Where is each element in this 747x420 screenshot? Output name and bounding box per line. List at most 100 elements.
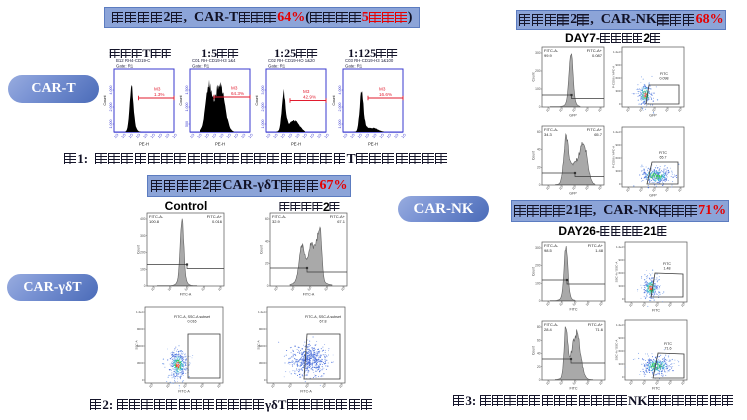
svg-text:104: 104 <box>321 382 328 389</box>
svg-text:FITC: FITC <box>660 72 668 76</box>
svg-text:103: 103 <box>651 106 658 113</box>
svg-text:101: 101 <box>628 379 635 386</box>
svg-text:102: 102 <box>558 184 565 191</box>
svg-text:300: 300 <box>618 362 623 366</box>
svg-text:M3: M3 <box>154 87 161 92</box>
svg-text:Count: Count <box>255 94 259 105</box>
svg-text:1O: 1O <box>204 133 210 139</box>
svg-text:34.3: 34.3 <box>544 132 553 137</box>
svg-text:101: 101 <box>628 301 635 308</box>
svg-text:P-CD56 / APC-A: P-CD56 / APC-A <box>612 146 616 168</box>
svg-text:300: 300 <box>618 284 623 288</box>
svg-text:C01 RH-CD19-H3 1&4: C01 RH-CD19-H3 1&4 <box>192 58 236 63</box>
svg-text:FITC-A+: FITC-A+ <box>588 322 604 327</box>
svg-text:42.9%: 42.9% <box>303 94 316 99</box>
svg-text:1O: 1O <box>364 133 370 139</box>
svg-text:M3: M3 <box>303 89 310 94</box>
svg-text:1.2e3: 1.2e3 <box>613 50 621 54</box>
svg-text:1O: 1O <box>248 133 254 139</box>
svg-text:P-CD56 / APC-A: P-CD56 / APC-A <box>612 66 616 88</box>
svg-text:FITC-A-: FITC-A- <box>544 322 559 327</box>
svg-text:900: 900 <box>618 336 623 340</box>
svg-text:4,000: 4,000 <box>109 86 113 95</box>
svg-text:102: 102 <box>638 186 645 193</box>
svg-text:FITC-A-: FITC-A- <box>544 48 559 53</box>
svg-text:104: 104 <box>667 379 674 386</box>
svg-text:3,000: 3,000 <box>261 86 265 95</box>
svg-text:1O: 1O <box>265 133 271 139</box>
svg-text:100: 100 <box>140 267 146 271</box>
svg-text:1,000: 1,000 <box>338 120 342 129</box>
svg-text:64.3%: 64.3% <box>231 91 244 96</box>
svg-text:M3: M3 <box>379 87 386 92</box>
svg-text:FITC: FITC <box>652 309 660 313</box>
svg-text:SSC-A / SSC-A: SSC-A / SSC-A <box>615 340 619 361</box>
svg-text:100.8: 100.8 <box>149 219 160 224</box>
svg-text:1O: 1O <box>357 133 363 139</box>
svg-text:71.6: 71.6 <box>665 347 672 351</box>
svg-text:C02 RH-CD19-HO 1&20: C02 RH-CD19-HO 1&20 <box>268 58 315 63</box>
svg-text:103: 103 <box>184 285 191 292</box>
svg-text:67.8: 67.8 <box>320 320 327 324</box>
svg-text:1.48: 1.48 <box>595 248 604 253</box>
svg-text:FITC-A: FITC-A <box>300 390 312 394</box>
svg-text:105: 105 <box>340 285 347 292</box>
svg-text:0: 0 <box>539 299 541 303</box>
svg-text:100: 100 <box>535 87 541 91</box>
svg-text:SSC-A: SSC-A <box>257 340 261 349</box>
svg-text:0.016: 0.016 <box>212 219 223 224</box>
svg-text:GFP: GFP <box>569 192 577 196</box>
svg-text:1O: 1O <box>350 133 356 139</box>
svg-text:1O: 1O <box>342 133 348 139</box>
svg-text:1,000: 1,000 <box>261 120 265 129</box>
svg-text:104: 104 <box>667 301 674 308</box>
svg-text:105: 105 <box>598 300 605 307</box>
svg-text:102: 102 <box>558 300 565 307</box>
svg-text:1O: 1O <box>379 133 385 139</box>
svg-text:101: 101 <box>148 382 155 389</box>
svg-text:Gate: R1: Gate: R1 <box>192 63 210 68</box>
svg-text:104: 104 <box>199 382 206 389</box>
svg-text:FITC-A+: FITC-A+ <box>207 214 223 219</box>
svg-text:FITC: FITC <box>652 387 660 391</box>
svg-text:103: 103 <box>572 379 579 386</box>
svg-text:102: 102 <box>641 301 648 308</box>
svg-text:1O: 1O <box>324 133 330 139</box>
svg-text:103: 103 <box>182 382 189 389</box>
svg-text:1O: 1O <box>189 133 195 139</box>
svg-text:Count: Count <box>137 245 141 254</box>
svg-text:900: 900 <box>615 63 620 67</box>
svg-text:FITC-A-: FITC-A- <box>544 243 559 248</box>
svg-text:300: 300 <box>615 89 620 93</box>
svg-text:1.2e4: 1.2e4 <box>136 310 144 314</box>
svg-text:0: 0 <box>539 105 541 109</box>
svg-text:0.098: 0.098 <box>660 77 669 81</box>
svg-text:40: 40 <box>537 352 541 356</box>
svg-text:GFP: GFP <box>569 114 577 118</box>
svg-text:28.4: 28.4 <box>544 327 553 332</box>
svg-text:105: 105 <box>216 382 223 389</box>
svg-text:FITC-A-: FITC-A- <box>149 214 164 219</box>
svg-text:60: 60 <box>537 338 541 342</box>
svg-text:103: 103 <box>651 186 658 193</box>
svg-text:1O: 1O <box>157 133 163 139</box>
svg-text:105: 105 <box>598 379 605 386</box>
svg-text:1O: 1O <box>294 133 300 139</box>
svg-text:Count: Count <box>179 94 183 105</box>
svg-text:FITC-A+: FITC-A+ <box>587 127 603 132</box>
svg-text:1O: 1O <box>135 133 141 139</box>
svg-text:0: 0 <box>144 284 146 288</box>
svg-text:500: 500 <box>185 121 189 127</box>
svg-text:103: 103 <box>654 301 661 308</box>
svg-text:6000: 6000 <box>137 344 144 348</box>
svg-text:105: 105 <box>217 285 224 292</box>
svg-text:105: 105 <box>680 301 687 308</box>
svg-text:32.9: 32.9 <box>272 219 281 224</box>
svg-text:Gate: R1: Gate: R1 <box>345 63 363 68</box>
svg-text:FITC-A+: FITC-A+ <box>587 48 603 53</box>
svg-text:1O: 1O <box>172 133 178 139</box>
svg-text:FITC-A: FITC-A <box>303 293 315 297</box>
svg-text:20: 20 <box>537 165 541 169</box>
svg-text:Count: Count <box>332 94 336 105</box>
svg-text:9000: 9000 <box>137 327 144 331</box>
